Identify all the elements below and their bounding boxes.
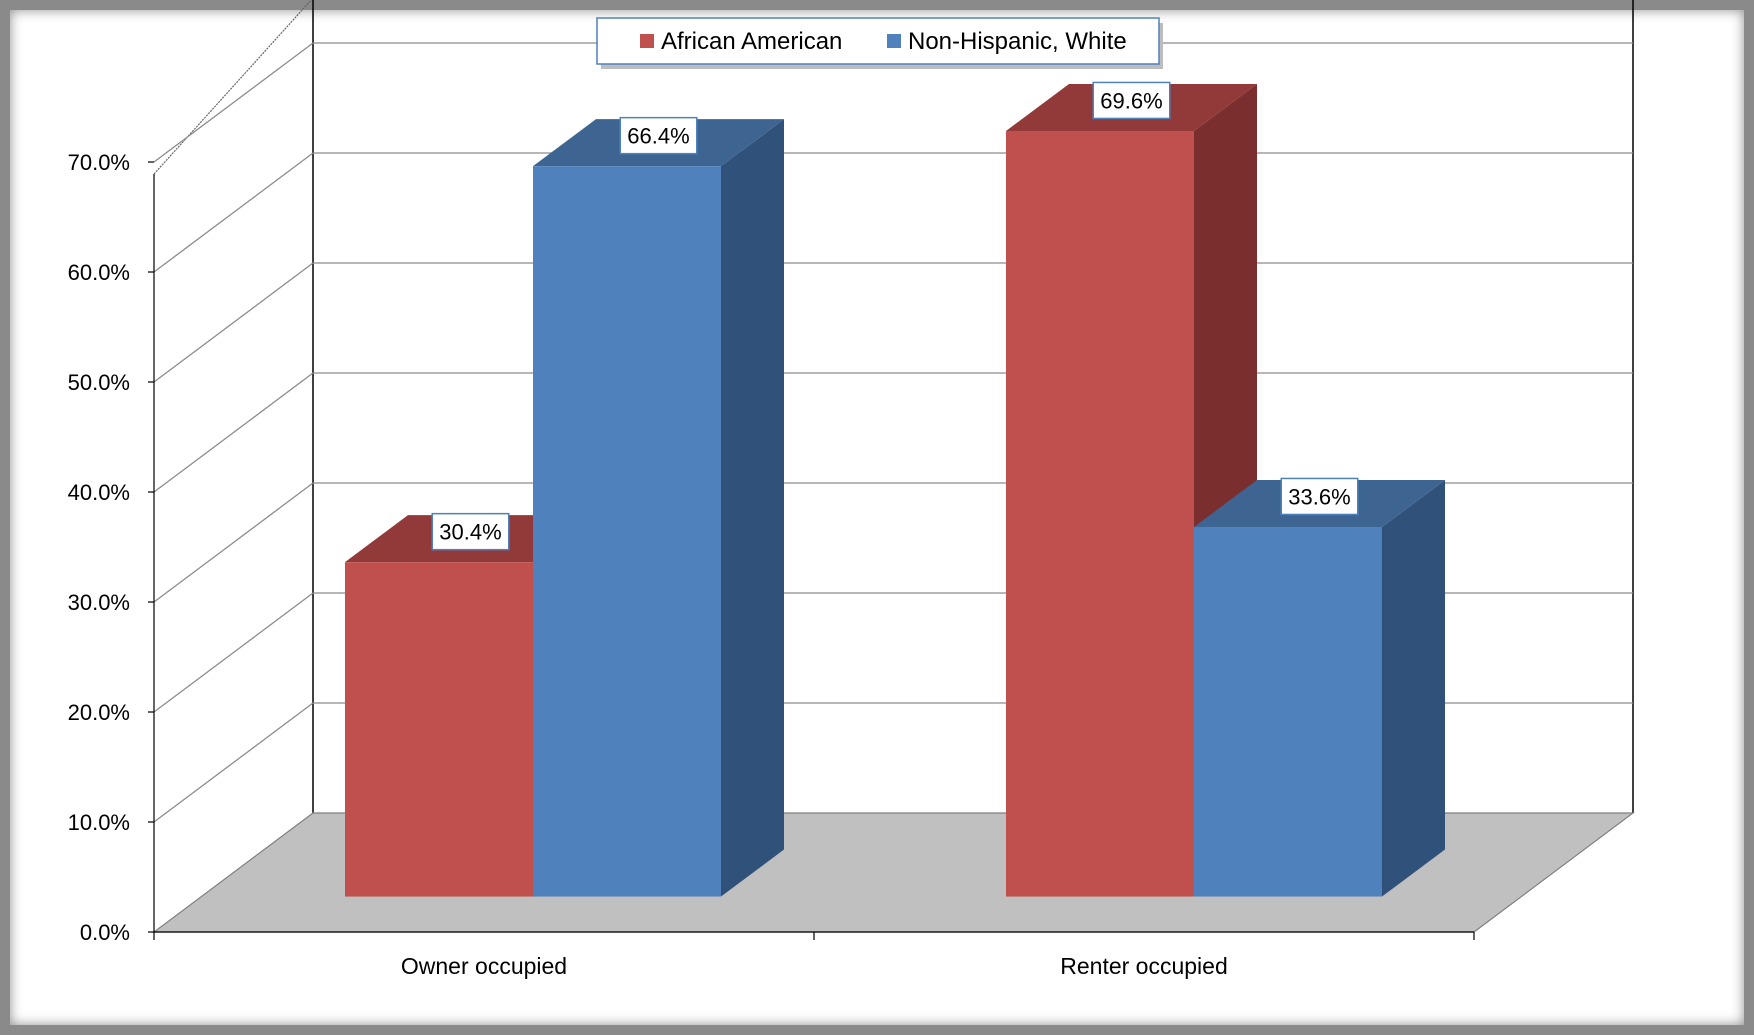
data-label-text: 30.4% <box>439 520 501 545</box>
data-label-box <box>1280 477 1359 516</box>
bar-front-face <box>1194 526 1382 897</box>
y-tick-label: 30.0% <box>68 590 130 615</box>
data-label-box <box>431 512 510 551</box>
data-label-text: 33.6% <box>1288 484 1350 509</box>
bar-side-face <box>721 119 784 897</box>
data-label: 69.6% <box>1092 81 1171 120</box>
bar-side-face <box>1382 479 1445 897</box>
data-labels: 30.4% 66.4% 69.6% 33.6% <box>431 81 1359 551</box>
bar-non-hispanic-white <box>1194 479 1445 897</box>
y-tick-label: 70.0% <box>68 150 130 175</box>
legend: African American Non-Hispanic, White <box>596 17 1163 69</box>
y-tick-label: 50.0% <box>68 370 130 395</box>
y-tick-label: 60.0% <box>68 260 130 285</box>
data-label-text: 69.6% <box>1100 88 1162 113</box>
axes: 0.0% 10.0% 20.0% 30.0% 40.0% 50.0% 60.0% 70.0% O… <box>68 150 1475 979</box>
side-gridline <box>153 702 314 823</box>
legend-box <box>596 17 1160 65</box>
legend-label: Non-Hispanic, White <box>908 28 1127 55</box>
side-gridline <box>153 152 314 273</box>
bar-front-face <box>1006 130 1194 897</box>
data-label: 66.4% <box>619 116 698 155</box>
legend-swatch <box>887 34 901 48</box>
side-wall-top-edge <box>153 0 313 175</box>
data-label-text: 66.4% <box>627 124 689 149</box>
legend-label: African American <box>661 28 842 55</box>
side-gridline <box>153 592 314 713</box>
bar-front-face <box>345 562 533 897</box>
data-label: 30.4% <box>431 512 510 551</box>
side-gridline <box>153 42 314 163</box>
y-tick-label: 0.0% <box>80 920 130 945</box>
data-label: 33.6% <box>1280 477 1359 516</box>
data-label-box <box>1092 81 1171 120</box>
side-gridline <box>153 372 314 493</box>
chart-walls <box>153 0 1634 813</box>
data-label-box <box>619 116 698 155</box>
y-tick-label: 10.0% <box>68 810 130 835</box>
y-tick-label: 40.0% <box>68 480 130 505</box>
legend-swatch <box>640 34 654 48</box>
x-category-label: Owner occupied <box>401 953 567 979</box>
x-category-label: Renter occupied <box>1060 953 1228 979</box>
y-tick-label: 20.0% <box>68 700 130 725</box>
bars <box>345 83 1445 897</box>
side-gridline <box>153 482 314 603</box>
bar-front-face <box>533 166 721 897</box>
chart-canvas: 0.0% 10.0% 20.0% 30.0% 40.0% 50.0% 60.0% 70.0% O… <box>10 0 1744 1025</box>
bar-non-hispanic-white <box>533 119 784 897</box>
side-gridline <box>153 262 314 383</box>
